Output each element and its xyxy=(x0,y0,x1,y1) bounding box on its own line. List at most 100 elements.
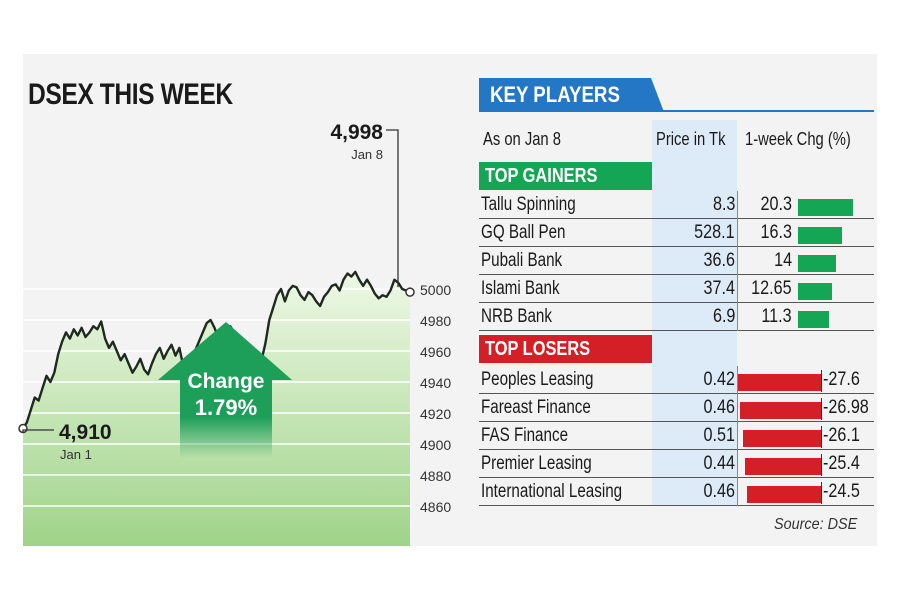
column-separator xyxy=(737,191,738,219)
gain-bar xyxy=(798,283,833,300)
stock-change: 14 xyxy=(774,250,792,271)
row-rule xyxy=(479,330,874,331)
loss-bar xyxy=(742,430,821,447)
row-rule xyxy=(479,302,874,303)
loss-bar xyxy=(744,458,821,475)
price-header: Price in Tk xyxy=(656,129,726,149)
loser-row: Fareast Finance 0.46 -26.98 xyxy=(479,394,874,422)
end-point xyxy=(405,287,415,297)
row-rule xyxy=(479,393,874,394)
key-players-rule xyxy=(479,110,874,112)
top-gainers-text: TOP GAINERS xyxy=(485,165,598,187)
loser-row: FAS Finance 0.51 -26.1 xyxy=(479,422,874,450)
loser-row: International Leasing 0.46 -24.5 xyxy=(479,478,874,506)
y-tick-label-5000: 5000 xyxy=(420,282,451,298)
stock-price: 0.42 xyxy=(703,369,735,390)
stock-change: 11.3 xyxy=(761,306,792,327)
gain-bar xyxy=(798,255,836,272)
gainer-row: Pubali Bank 36.6 14 xyxy=(479,247,874,275)
y-tick-label-4940: 4940 xyxy=(420,375,451,391)
stock-price: 37.4 xyxy=(703,278,735,299)
stock-change: -25.4 xyxy=(823,453,860,474)
y-tick-label-4980: 4980 xyxy=(420,313,451,329)
stock-name: GQ Ball Pen xyxy=(481,222,566,243)
column-separator xyxy=(737,247,738,275)
start-date-label: Jan 1 xyxy=(60,447,92,462)
stock-change: -27.6 xyxy=(823,369,860,390)
column-separator xyxy=(737,275,738,303)
gainer-row: Tallu Spinning 8.3 20.3 xyxy=(479,191,874,219)
price-column-band xyxy=(652,120,737,506)
stock-price: 528.1 xyxy=(694,222,735,243)
y-tick-label-4920: 4920 xyxy=(420,406,451,422)
loser-row: Premier Leasing 0.44 -25.4 xyxy=(479,450,874,478)
y-tick-label-4900: 4900 xyxy=(420,437,451,453)
row-rule xyxy=(479,477,874,478)
change-header: 1-week Chg (%) xyxy=(745,129,851,149)
stock-name: International Leasing xyxy=(481,481,623,502)
stock-price: 0.51 xyxy=(703,425,735,446)
stock-name: Peoples Leasing xyxy=(481,369,594,390)
stock-change: -24.5 xyxy=(823,481,860,502)
start-callout-line xyxy=(22,429,54,433)
stock-name: Tallu Spinning xyxy=(481,194,576,215)
stock-price: 6.9 xyxy=(712,306,735,327)
stock-price: 8.3 xyxy=(712,194,735,215)
zero-tick xyxy=(821,482,822,504)
stock-name: Pubali Bank xyxy=(481,250,563,271)
stock-change: 12.65 xyxy=(751,278,792,299)
gainer-row: NRB Bank 6.9 11.3 xyxy=(479,303,874,331)
stock-price: 0.44 xyxy=(703,453,735,474)
end-value-label: 4,998 xyxy=(330,121,383,144)
loss-bar xyxy=(738,374,821,391)
loss-bar xyxy=(747,486,821,503)
stock-name: Premier Leasing xyxy=(481,453,592,474)
stock-price: 0.46 xyxy=(703,397,735,418)
change-value: 1.79% xyxy=(195,395,257,420)
stock-name: FAS Finance xyxy=(481,425,569,446)
y-tick-label-4880: 4880 xyxy=(420,468,451,484)
gainer-row: Islami Bank 37.4 12.65 xyxy=(479,275,874,303)
gain-bar xyxy=(798,311,829,328)
stock-change: 20.3 xyxy=(760,194,792,215)
column-separator xyxy=(737,303,738,331)
loss-bar xyxy=(739,402,821,419)
loser-row: Peoples Leasing 0.42 -27.6 xyxy=(479,366,874,394)
y-tick-label-4860: 4860 xyxy=(420,499,451,515)
zero-tick xyxy=(821,398,822,420)
as-on-header: As on Jan 8 xyxy=(483,129,561,149)
source-note: Source: DSE xyxy=(774,516,858,533)
end-callout-line xyxy=(386,129,399,288)
top-gainers-label: TOP GAINERS xyxy=(479,162,652,190)
zero-tick xyxy=(821,426,822,448)
column-separator xyxy=(737,366,738,394)
column-separator xyxy=(737,219,738,247)
stock-name: NRB Bank xyxy=(481,306,552,327)
stock-price: 0.46 xyxy=(703,481,735,502)
chart-title: DSEX THIS WEEK xyxy=(28,78,233,111)
stock-change: 16.3 xyxy=(760,222,792,243)
stock-price: 36.6 xyxy=(703,250,735,271)
stock-name: Islami Bank xyxy=(481,278,560,299)
row-rule xyxy=(479,274,874,275)
zero-tick xyxy=(821,454,822,476)
stock-change: -26.98 xyxy=(823,397,869,418)
key-players-title: KEY PLAYERS xyxy=(490,82,620,107)
change-arrow xyxy=(158,322,292,458)
y-tick-label-4960: 4960 xyxy=(420,344,451,360)
row-rule xyxy=(479,449,874,450)
column-separator xyxy=(737,478,738,506)
change-label: Change xyxy=(187,370,264,393)
gainer-row: GQ Ball Pen 528.1 16.3 xyxy=(479,219,874,247)
row-rule xyxy=(479,421,874,422)
column-separator xyxy=(737,422,738,450)
top-losers-text: TOP LOSERS xyxy=(485,338,591,360)
gain-bar xyxy=(798,199,853,216)
stock-name: Fareast Finance xyxy=(481,397,591,418)
zero-tick xyxy=(821,370,822,392)
stock-change: -26.1 xyxy=(823,425,860,446)
top-losers-label: TOP LOSERS xyxy=(479,335,652,363)
key-players-header: KEY PLAYERS xyxy=(479,78,664,112)
start-value-label: 4,910 xyxy=(59,421,112,444)
